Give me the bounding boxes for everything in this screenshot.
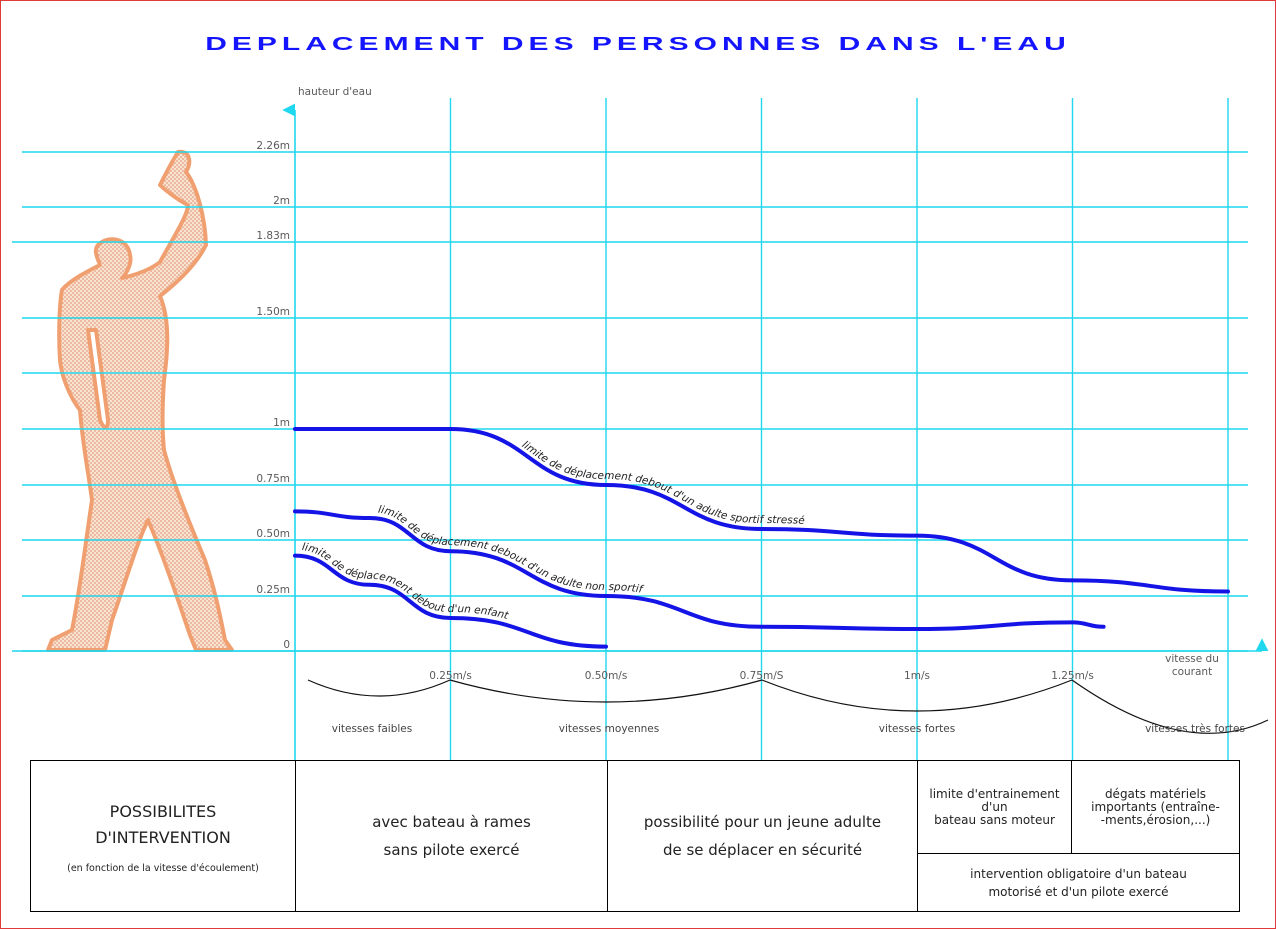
- table-header-cell: POSSIBILITES D'INTERVENTION (en fonction…: [31, 761, 295, 911]
- y-axis-label: hauteur d'eau: [298, 86, 372, 98]
- table-cell-material-damage: dégats matériels importants (entraîne- -…: [1071, 761, 1239, 853]
- x-tick-label: 0.75m/S: [740, 670, 784, 682]
- human-figure-icon: [46, 149, 234, 652]
- cell3-line-3: bateau sans moteur: [934, 812, 1055, 827]
- limit-curve: [293, 509, 1106, 631]
- curve-label-text: limite de déplacement debout d'un adulte…: [520, 439, 806, 527]
- cell2-line-1: possibilité pour un jeune adulte: [643, 813, 882, 831]
- table-cell-motor-boat: intervention obligatoire d'un bateau mot…: [917, 853, 1239, 911]
- cell2-line-2: de se déplacer en sécurité: [662, 841, 863, 859]
- x-axis-label: courant: [1172, 666, 1212, 678]
- y-tick-label: 0.75m: [256, 473, 290, 485]
- cell3-line-1: limite d'entrainement: [929, 786, 1060, 801]
- cell1-line-1: avec bateau à rames: [372, 813, 531, 831]
- y-tick-label: 1.50m: [256, 306, 290, 318]
- table-cell-young-adult: possibilité pour un jeune adulte de se d…: [607, 761, 917, 911]
- y-tick-label: 1m: [273, 417, 290, 429]
- cell5-line-1: intervention obligatoire d'un bateau: [970, 866, 1187, 881]
- speed-range-label: vitesses fortes: [879, 723, 955, 735]
- cell1-line-2: sans pilote exercé: [383, 841, 520, 859]
- page-title: DEPLACEMENT DES PERSONNES DANS L'EAU: [205, 34, 1071, 55]
- y-tick-label: 1.83m: [256, 230, 290, 242]
- speed-range-label: vitesses faibles: [332, 723, 412, 735]
- cell5-line-2: motorisé et d'un pilote exercé: [988, 884, 1169, 899]
- speed-range-arc: [307, 679, 451, 697]
- speed-range-arc: [1071, 679, 1269, 734]
- table-cell-rowing-boat: avec bateau à rames sans pilote exercé: [295, 761, 607, 911]
- curve-label: limite de déplacement debout d'un adulte…: [520, 439, 806, 527]
- speed-range-label: vitesses très fortes: [1145, 723, 1245, 735]
- intervention-table: POSSIBILITES D'INTERVENTION (en fonction…: [30, 760, 1240, 912]
- cell4-line-1: dégats matériels: [1104, 786, 1207, 801]
- y-tick-label: 0: [283, 639, 290, 651]
- y-tick-label: 2m: [273, 195, 290, 207]
- y-tick-label: 0.50m: [256, 528, 290, 540]
- x-tick-label: 1.25m/s: [1051, 670, 1094, 682]
- speed-range-arc: [449, 679, 763, 703]
- cell4-line-3: -ments,érosion,...): [1100, 812, 1211, 827]
- speed-range-arc: [761, 679, 1073, 712]
- header-note: (en fonction de la vitesse d'écoulement): [67, 862, 259, 874]
- y-tick-label: 2.26m: [256, 140, 290, 152]
- header-line-2: D'INTERVENTION: [95, 827, 231, 847]
- cell3-line-2: d'un: [981, 799, 1008, 814]
- speed-range-label: vitesses moyennes: [559, 723, 659, 735]
- limit-curve: [293, 426, 1230, 594]
- x-tick-label: 1m/s: [904, 670, 930, 682]
- header-line-1: POSSIBILITES: [109, 801, 217, 821]
- x-tick-label: 0.25m/s: [429, 670, 472, 682]
- x-axis-label: vitesse du: [1165, 653, 1219, 665]
- y-tick-label: 0.25m: [256, 584, 290, 596]
- limit-curve: [293, 553, 608, 649]
- cell4-line-2: importants (entraîne-: [1091, 799, 1220, 814]
- table-cell-boat-limit: limite d'entrainement d'un bateau sans m…: [917, 761, 1071, 853]
- x-tick-label: 0.50m/s: [585, 670, 628, 682]
